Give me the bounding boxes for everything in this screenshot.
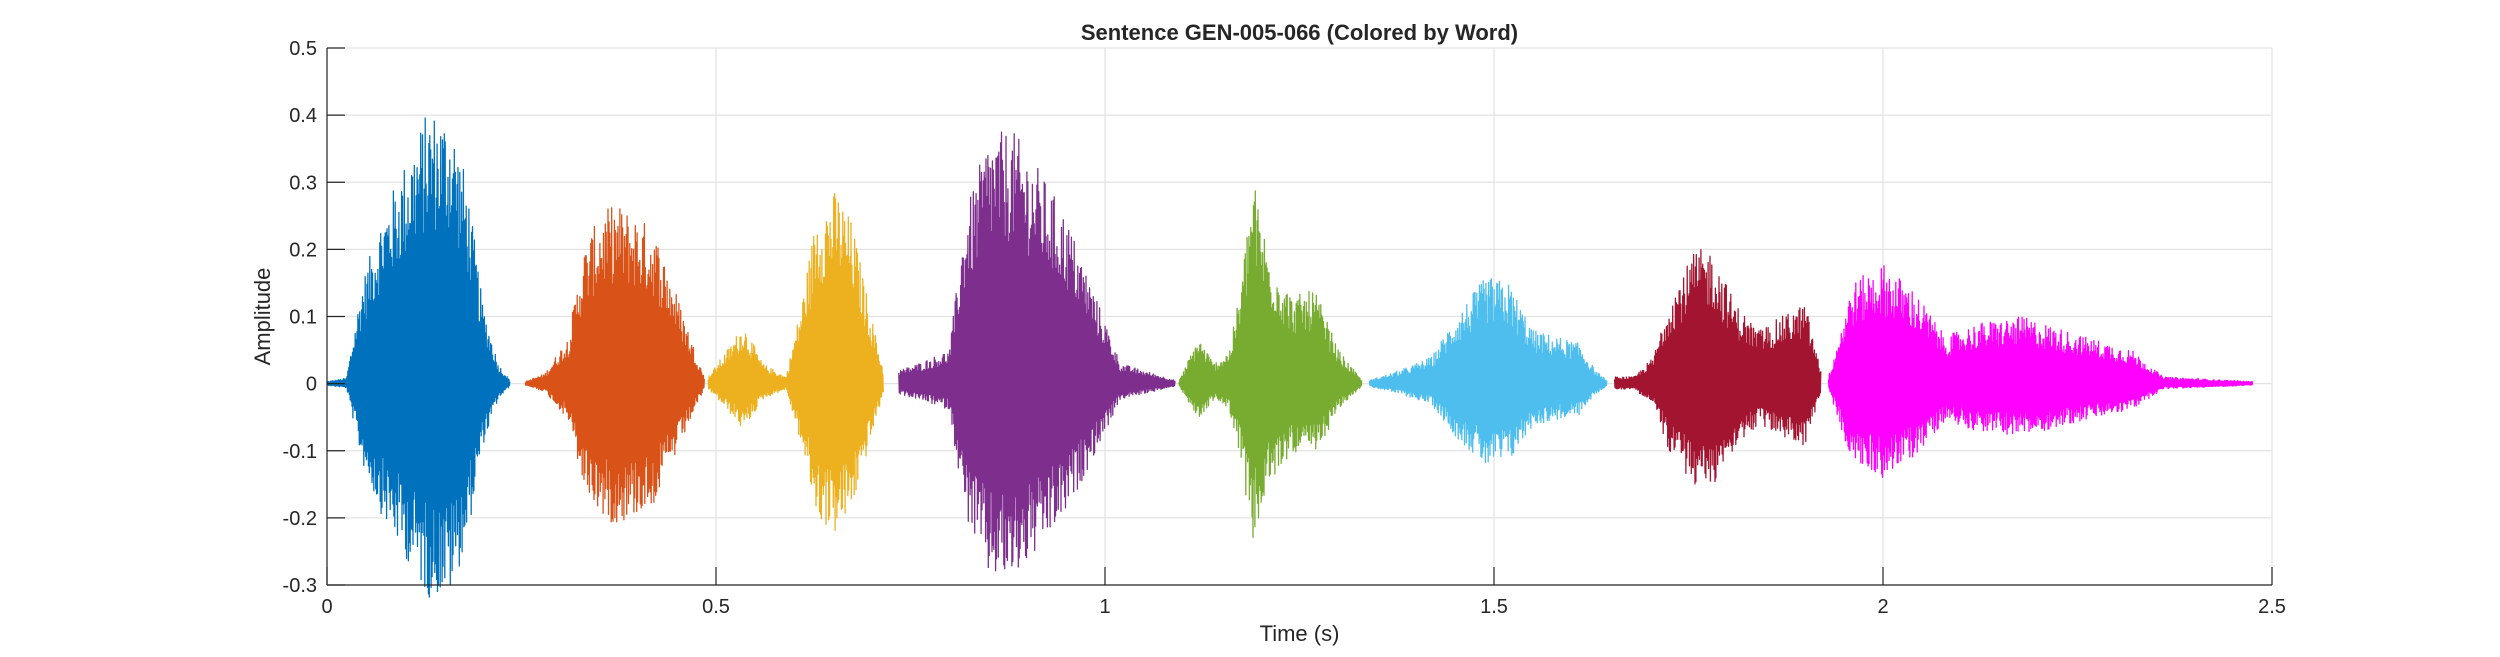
x-tick-label: 2 xyxy=(1877,596,1888,618)
y-axis-label: Amplitude xyxy=(250,268,275,366)
x-axis-label: Time (s) xyxy=(1260,621,1340,646)
y-tick-label: 0.4 xyxy=(289,105,317,127)
waveform-word-3 xyxy=(707,193,884,532)
y-tick-label: 0 xyxy=(306,374,317,396)
y-tick-label: -0.3 xyxy=(283,575,317,597)
waveform-word-1 xyxy=(326,117,511,598)
axes: 0 0.5 1 1.5 2 2.5 -0.3 -0.2 -0.1 0 0.1 0.2 0.3 0.4 0.5 xyxy=(283,38,2286,618)
y-tick-label: 0.5 xyxy=(289,38,317,60)
x-tick-label: 0 xyxy=(321,596,332,618)
y-tick-label: 0.3 xyxy=(289,172,317,194)
waveform-word-8 xyxy=(1827,265,2254,479)
x-tick-label: 2.5 xyxy=(2258,596,2286,618)
x-tick-label: 0.5 xyxy=(702,596,730,618)
waveform-word-2 xyxy=(524,207,705,523)
y-tick-label: -0.2 xyxy=(283,508,317,530)
waveform-word-5 xyxy=(1178,190,1363,539)
y-tick-label: -0.1 xyxy=(283,441,317,463)
y-tick-label: 0.1 xyxy=(289,307,317,329)
y-tick-label: 0.2 xyxy=(289,239,317,261)
x-tick-label: 1.5 xyxy=(1480,596,1508,618)
waveform-word-6 xyxy=(1368,278,1608,463)
waveform-word-7 xyxy=(1613,249,1822,485)
chart-title: Sentence GEN-005-066 (Colored by Word) xyxy=(1081,20,1518,45)
x-tick-label: 1 xyxy=(1099,596,1110,618)
waveform-word-4 xyxy=(898,131,1176,572)
waveform-series xyxy=(326,117,2254,598)
